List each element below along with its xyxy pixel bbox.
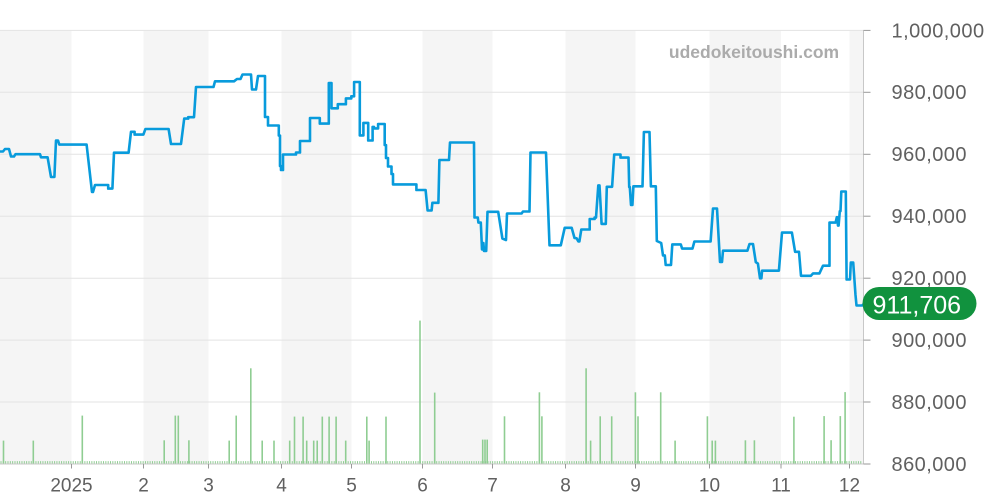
svg-text:900,000: 900,000 bbox=[892, 330, 967, 352]
svg-text:911,706: 911,706 bbox=[873, 291, 962, 319]
svg-text:8: 8 bbox=[560, 476, 571, 497]
svg-text:3: 3 bbox=[203, 476, 214, 497]
svg-text:5: 5 bbox=[346, 476, 357, 497]
svg-text:12: 12 bbox=[839, 476, 860, 497]
svg-text:6: 6 bbox=[417, 476, 428, 497]
svg-text:1,000,000: 1,000,000 bbox=[892, 20, 985, 42]
svg-text:11: 11 bbox=[771, 476, 791, 497]
svg-text:860,000: 860,000 bbox=[892, 454, 967, 476]
svg-text:7: 7 bbox=[487, 476, 498, 497]
svg-text:9: 9 bbox=[630, 476, 641, 497]
svg-text:940,000: 940,000 bbox=[892, 206, 967, 228]
svg-text:920,000: 920,000 bbox=[892, 268, 967, 290]
svg-text:880,000: 880,000 bbox=[892, 392, 967, 414]
svg-text:960,000: 960,000 bbox=[892, 144, 967, 166]
svg-text:4: 4 bbox=[276, 476, 287, 497]
svg-text:980,000: 980,000 bbox=[892, 82, 967, 104]
svg-text:10: 10 bbox=[699, 476, 720, 497]
svg-text:udedokeitoushi.com: udedokeitoushi.com bbox=[669, 42, 839, 62]
svg-text:2025: 2025 bbox=[50, 476, 92, 497]
svg-text:2: 2 bbox=[138, 476, 149, 497]
